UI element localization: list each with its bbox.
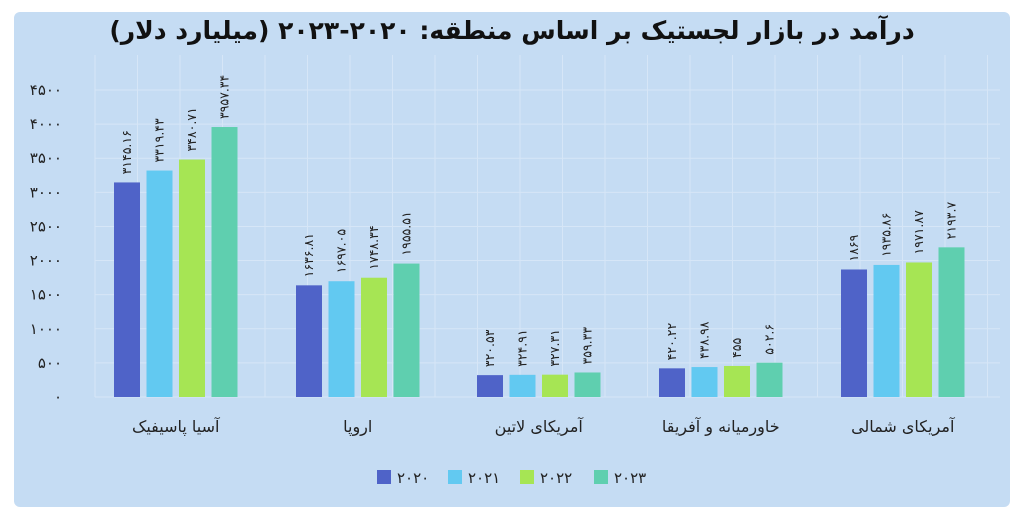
x-tick-label: آسیا پاسیفیک [132, 417, 221, 437]
bar [179, 159, 205, 397]
y-tick-label: ۱۰۰۰ [30, 320, 62, 338]
data-label: ۴۲۰.۲۲ [664, 323, 679, 361]
data-label: ۳۵۹.۳۳ [580, 327, 595, 365]
bar [114, 182, 140, 397]
chart-title: درآمد در بازار لجستیک بر اساس منطقه: ۲۰۲… [109, 16, 915, 45]
bar [328, 281, 355, 397]
data-label: ۱۸۶۹ [846, 234, 861, 261]
bar [691, 367, 718, 397]
data-label: ۴۳۸.۹۸ [697, 321, 712, 359]
bar [873, 264, 900, 397]
y-tick-label: ۳۰۰۰ [30, 183, 62, 201]
x-tick-label: اروپا [343, 417, 372, 437]
legend-label: ۲۰۲۰ [397, 469, 429, 487]
y-tick-label: ۳۵۰۰ [30, 149, 62, 167]
x-tick-label: خاورمیانه و آفریقا [662, 417, 780, 437]
y-tick-label: ۱۵۰۰ [30, 286, 62, 304]
legend-swatch [377, 470, 391, 484]
legend-swatch [448, 470, 462, 484]
y-tick-label: ۴۵۰۰ [30, 81, 62, 99]
bar [574, 372, 601, 397]
data-label: ۳۲۷.۳۱ [547, 329, 562, 367]
data-label: ۳۳۱۹.۴۳ [152, 118, 167, 163]
bar [659, 368, 685, 397]
bar [477, 375, 503, 397]
legend-label: ۲۰۲۳ [614, 469, 646, 487]
y-tick-label: ۴۰۰۰ [30, 115, 62, 133]
legend-swatch [594, 470, 608, 484]
data-label: ۳۱۴۵.۱۶ [119, 130, 134, 174]
bar [361, 277, 387, 397]
y-tick-label: ۵۰۰ [38, 354, 62, 372]
data-label: ۱۶۹۷.۰۵ [334, 229, 349, 274]
bar [393, 263, 420, 397]
bar [146, 170, 173, 397]
bar [756, 362, 783, 397]
data-label: ۱۹۵۵.۵۱ [399, 211, 414, 255]
bar [724, 365, 750, 397]
bar [211, 127, 238, 397]
data-label: ۳۴۸۰.۷۱ [184, 107, 199, 151]
data-label: ۱۶۳۶.۸۱ [301, 233, 316, 277]
y-tick-label: ۲۰۰۰ [30, 252, 62, 270]
legend-swatch [520, 470, 534, 484]
x-tick-label: آمریکای لاتین [495, 417, 585, 437]
data-label: ۳۲۰.۵۳ [482, 329, 497, 367]
data-label: ۱۷۴۸.۳۴ [366, 225, 381, 269]
legend-label: ۲۰۲۲ [540, 469, 572, 487]
bar [542, 374, 568, 397]
data-label: ۲۱۹۳.۷ [944, 202, 959, 240]
data-label: ۱۹۳۵.۸۶ [879, 213, 894, 257]
bar [938, 247, 965, 397]
bar [906, 262, 932, 397]
data-label: ۳۹۵۷.۳۴ [217, 75, 232, 119]
data-label: ۵۰۲.۶ [762, 324, 777, 355]
data-label: ۴۵۵ [729, 338, 744, 358]
y-tick-label: ۲۵۰۰ [30, 217, 62, 235]
bar [296, 285, 322, 397]
data-label: ۱۹۷۱.۸۷ [911, 210, 926, 255]
data-label: ۳۲۴.۹۱ [515, 329, 530, 367]
bar [841, 269, 867, 397]
bar [509, 374, 536, 397]
legend-label: ۲۰۲۱ [468, 469, 500, 487]
y-tick-label: ۰ [54, 388, 62, 406]
x-tick-label: آمریکای شمالی [851, 417, 956, 437]
